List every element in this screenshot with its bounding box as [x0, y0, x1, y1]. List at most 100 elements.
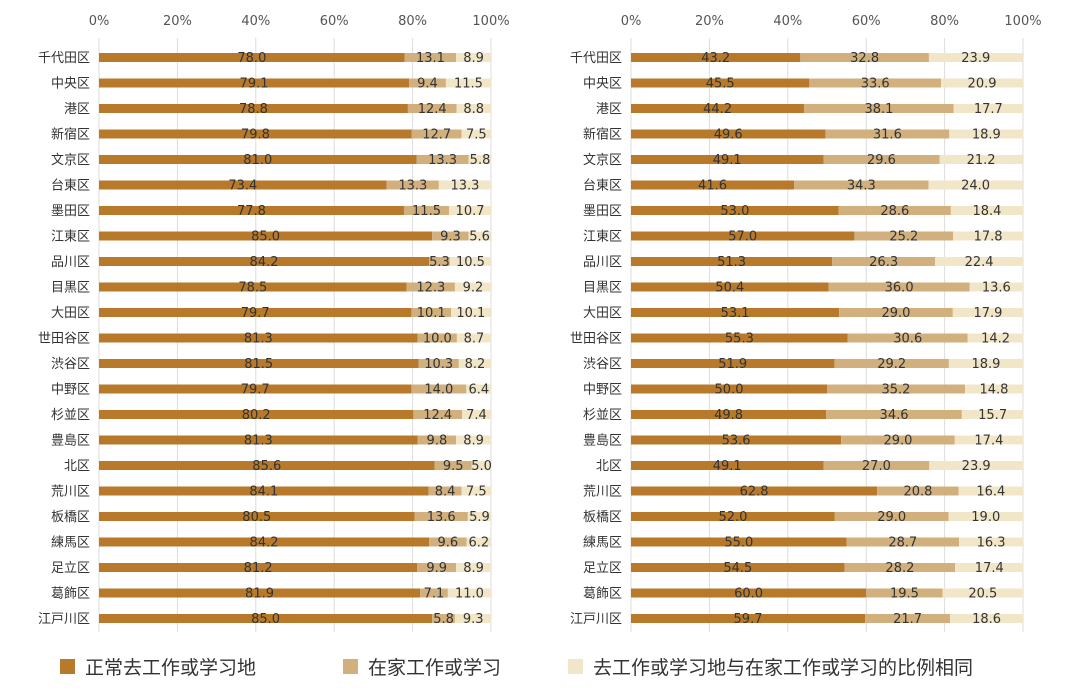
chart1-data-label: 10.1 [456, 306, 485, 321]
chart2-data-label: 49.6 [714, 128, 743, 143]
chart1-category-label: 杉並区 [51, 408, 90, 423]
chart1-xtick-label: 20% [163, 14, 192, 29]
chart1-data-label: 6.2 [469, 536, 490, 551]
chart1-bar-segment [418, 359, 459, 368]
chart2-bar-segment [967, 333, 1024, 343]
chart1-bar-segment [414, 512, 468, 521]
chart1-bar-segment [99, 53, 405, 62]
chart2-category-label: 豊島区 [583, 434, 622, 449]
chart2-category-label: 新宿区 [583, 127, 622, 143]
chart2-bar-segment [631, 53, 801, 62]
chart2-bar-segment [865, 614, 951, 623]
chart2-data-label: 62.8 [740, 485, 769, 500]
chart2-data-label: 19.0 [971, 510, 1000, 525]
legend-label-equal: 去工作或学习地与在家工作或学习的比例相同 [593, 656, 974, 679]
chart2-bar-segment [854, 231, 954, 241]
chart2-data-label: 28.6 [880, 204, 909, 219]
chart1-category-label: 目黒区 [51, 281, 90, 296]
chart1-bar-segment [417, 563, 457, 572]
chart2-data-label: 20.9 [968, 77, 997, 92]
chart2-data-label: 21.7 [893, 612, 922, 627]
chart2-bar-segment [952, 308, 1023, 317]
chart2-data-label: 45.5 [706, 77, 735, 92]
chart2-data-label: 49.1 [713, 459, 742, 474]
chart2-xtick-label: 100% [1004, 14, 1041, 29]
chart1-data-label: 84.2 [250, 536, 279, 551]
chart1-data-label: 9.4 [417, 77, 438, 92]
chart1-data-label: 9.9 [426, 561, 447, 576]
chart1-data-label: 11.5 [454, 77, 483, 92]
chart1-data-label: 73.4 [228, 179, 257, 194]
chart2-data-label: 17.7 [974, 102, 1003, 117]
chart2-bar-segment [939, 155, 1023, 164]
chart1-data-label: 81.2 [244, 561, 273, 576]
chart1-bar-segment [99, 257, 430, 266]
chart1-data-label: 7.1 [424, 587, 445, 602]
chart1-bar-segment [461, 129, 491, 139]
chart1-bar-segment [456, 563, 491, 572]
chart1-data-label: 7.5 [466, 485, 487, 500]
chart2-bar-segment [958, 486, 1023, 496]
chart2-data-label: 57.0 [728, 230, 757, 245]
chart1-bar-segment [467, 512, 491, 521]
chart2-data-label: 34.3 [847, 179, 876, 194]
chart1-data-label: 80.5 [242, 510, 271, 525]
chart1-category-label: 世田谷区 [38, 332, 90, 347]
chart1-bar-segment [456, 53, 491, 62]
chart2-bar-segment [825, 129, 950, 139]
chart2-data-label: 29.2 [877, 357, 906, 372]
chart1-bar-segment [454, 614, 492, 623]
chart2-bar-segment [877, 486, 959, 496]
chart1-bar-segment [428, 486, 462, 496]
chart1-data-label: 8.9 [463, 434, 484, 449]
chart1-data-label: 11.0 [455, 587, 484, 602]
chart2-category-label: 目黒区 [583, 281, 622, 296]
chart1-category-label: 大田区 [51, 306, 90, 321]
chart2-bar-segment [941, 78, 1023, 88]
legend-item-commute: 正常去工作或学习地 [60, 650, 256, 682]
chart1-category-label: 北区 [64, 459, 90, 474]
chart1-data-label: 8.9 [463, 561, 484, 576]
chart1-bar-segment [471, 461, 492, 470]
chart1-bar-segment [99, 537, 430, 547]
chart1-data-label: 79.7 [241, 306, 270, 321]
chart1-data-label: 8.2 [465, 357, 486, 372]
chart2-category-label: 北区 [596, 459, 622, 474]
chart1-bar-segment [99, 231, 433, 241]
chart1-bar-segment [403, 206, 450, 215]
chart2-xtick-label: 0% [621, 14, 642, 29]
chart2-bar-segment [631, 282, 829, 292]
chart1-data-label: 5.6 [469, 230, 490, 245]
chart1-bar-segment [461, 486, 491, 496]
chart2-data-label: 60.0 [734, 587, 763, 602]
chart1-category-label: 新宿区 [51, 127, 90, 143]
chart2-bar-segment [834, 359, 949, 368]
chart1-category-label: 中野区 [51, 383, 90, 398]
chart2-bar-segment [823, 461, 930, 470]
chart1-data-label: 13.3 [428, 153, 457, 168]
chart2-bar-segment [631, 537, 847, 547]
chart1-category-label: 江東区 [51, 229, 90, 245]
chart2-bar-segment [834, 512, 949, 521]
chart1-data-label: 81.9 [245, 587, 274, 602]
chart1-bar-segment [466, 537, 491, 547]
chart1-data-label: 81.0 [243, 153, 272, 168]
chart1-bar-segment [432, 614, 455, 623]
chart2-data-label: 34.6 [880, 408, 909, 423]
chart2-category-label: 荒川区 [583, 485, 622, 500]
chart1-bar-segment [99, 78, 410, 88]
chart2-category-label: 渋谷区 [583, 357, 622, 372]
chart1-data-label: 5.8 [433, 612, 454, 627]
chart2-data-label: 18.4 [972, 204, 1001, 219]
chart2-data-label: 17.4 [974, 434, 1003, 449]
chart2-data-label: 52.0 [718, 510, 747, 525]
chart2-data-label: 49.1 [713, 153, 742, 168]
chart1-bar-segment [447, 588, 491, 598]
chart1-bar-segment [99, 435, 418, 445]
chart2-data-label: 20.5 [968, 587, 997, 602]
chart2-bar-segment [844, 563, 956, 572]
chart2-bar-segment [631, 614, 866, 623]
chart1-bar-segment [406, 282, 455, 292]
chart2-bar-segment [959, 537, 1023, 547]
chart2-bar-segment [631, 563, 845, 572]
